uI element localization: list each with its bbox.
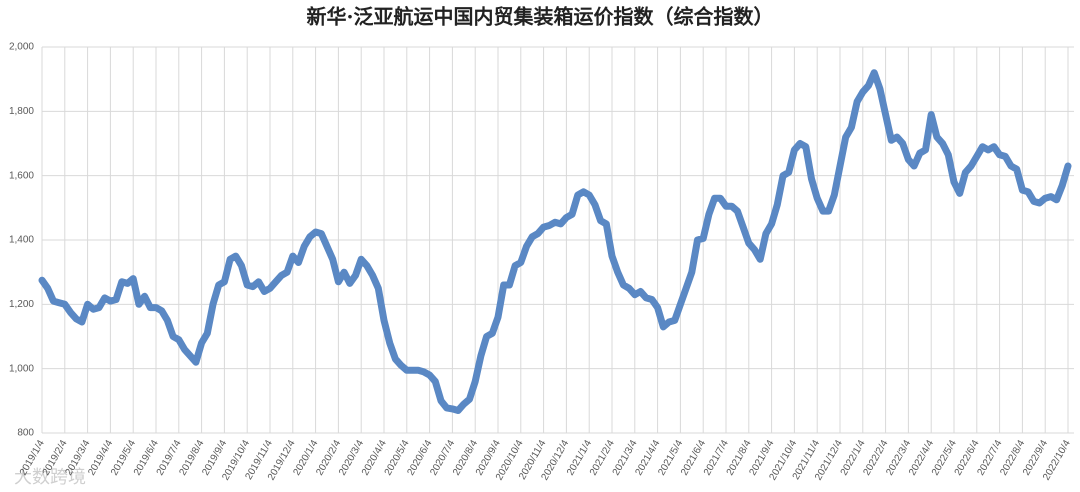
y-tick-label: 2,000 [9, 42, 34, 53]
chart-title: 新华·泛亚航运中国内贸集装箱运价指数（综合指数） [307, 5, 774, 29]
y-tick-label: 1,800 [9, 106, 34, 117]
y-tick-label: 1,400 [9, 235, 34, 246]
y-tick-label: 1,200 [9, 299, 34, 310]
y-tick-label: 800 [17, 428, 34, 439]
y-tick-label: 1,000 [9, 363, 34, 374]
data-line [38, 69, 1072, 414]
y-tick-label: 1,600 [9, 170, 34, 181]
watermark: 大数跨境 [14, 467, 86, 487]
